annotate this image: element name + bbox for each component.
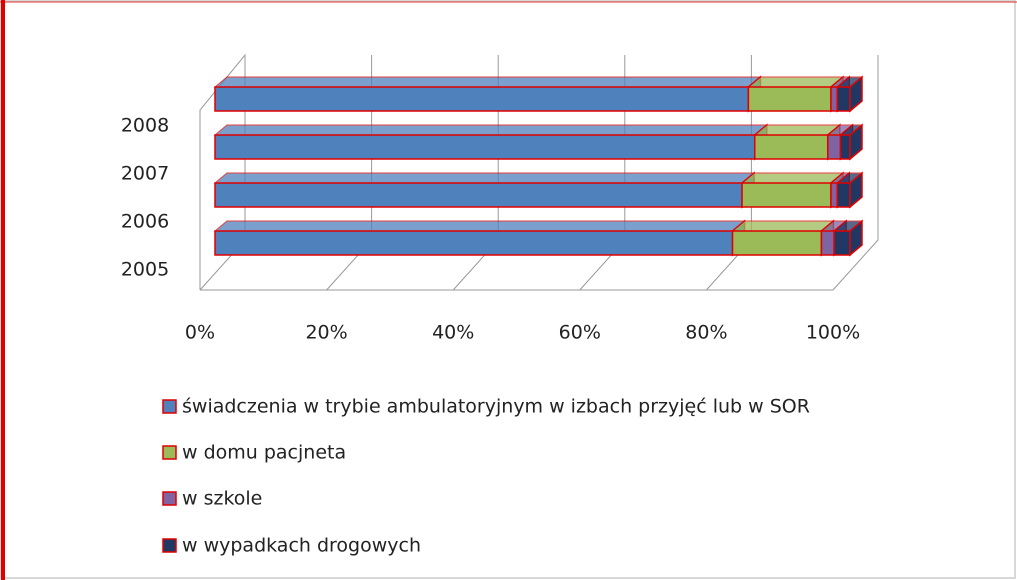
grid-line	[832, 55, 879, 291]
bar-top	[213, 172, 756, 184]
legend-label: w szkole	[182, 488, 262, 510]
bar-top	[747, 76, 845, 88]
bar	[747, 86, 832, 112]
bar-top	[753, 124, 842, 136]
x-tick-label: 0%	[185, 322, 215, 344]
legend-swatch	[162, 399, 177, 414]
bar-segment	[839, 123, 864, 161]
bar-segment	[753, 123, 842, 161]
bar	[830, 182, 839, 208]
bar	[214, 86, 750, 112]
legend-swatch	[162, 538, 177, 553]
bar	[214, 134, 756, 160]
bar-segment	[731, 219, 835, 257]
bar	[830, 86, 839, 112]
bar	[754, 134, 829, 160]
legend-label: w wypadkach drogowych	[182, 535, 421, 557]
bar-top	[213, 220, 746, 232]
x-tick-label: 80%	[685, 322, 727, 344]
bar-top	[740, 172, 845, 184]
bar	[214, 230, 734, 256]
legend-label: w domu pacjneta	[182, 442, 346, 464]
bar-segment	[832, 219, 864, 257]
bar-top	[213, 124, 769, 136]
bar	[820, 230, 835, 256]
y-tick-label: 2007	[121, 163, 169, 185]
x-tick-label: 20%	[305, 322, 347, 344]
bar-segment	[213, 219, 746, 257]
bar-segment	[835, 171, 864, 209]
bar	[833, 230, 851, 256]
legend-swatch	[162, 445, 177, 460]
bar-segment	[213, 123, 769, 161]
bar-segment	[747, 75, 845, 113]
bar-top	[731, 220, 835, 232]
bar	[731, 230, 823, 256]
bar-segment	[213, 75, 762, 113]
bar	[741, 182, 832, 208]
bar	[839, 134, 851, 160]
bar-segment	[213, 171, 756, 209]
bar	[836, 86, 851, 112]
bar-top	[213, 76, 762, 88]
bar	[827, 134, 842, 160]
legend-label: świadczenia w trybie ambulatoryjnym w iz…	[182, 396, 810, 418]
x-tick-label: 100%	[806, 322, 860, 344]
y-tick-label: 2008	[121, 115, 169, 137]
y-tick-label: 2006	[121, 211, 169, 233]
x-tick-label: 60%	[559, 322, 601, 344]
bar-segment	[740, 171, 845, 209]
legend-swatch	[162, 491, 177, 506]
bar-segment	[835, 75, 864, 113]
x-tick-label: 40%	[432, 322, 474, 344]
y-tick-label: 2005	[121, 259, 169, 281]
bar	[836, 182, 851, 208]
bar	[214, 182, 743, 208]
